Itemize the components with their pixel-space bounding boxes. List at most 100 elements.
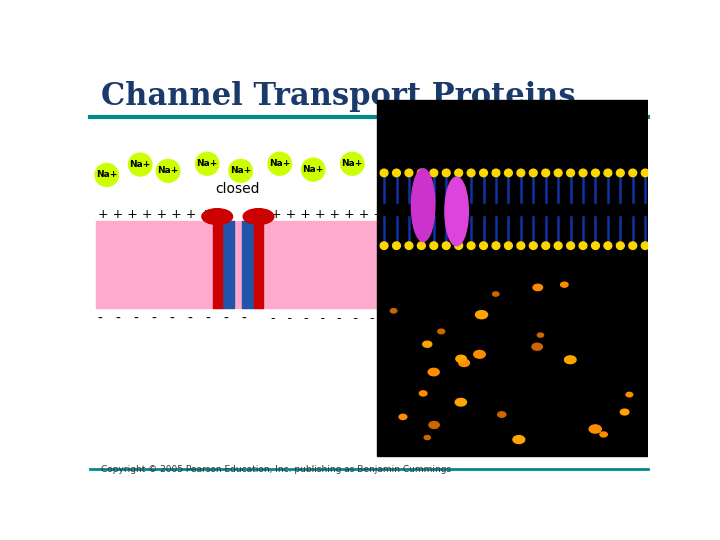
Text: + + + + + + + + +: + + + + + + + + +: [271, 208, 399, 221]
Ellipse shape: [341, 152, 364, 175]
Ellipse shape: [629, 169, 636, 177]
Ellipse shape: [418, 169, 426, 177]
Ellipse shape: [567, 169, 575, 177]
Ellipse shape: [418, 242, 426, 249]
Ellipse shape: [405, 169, 413, 177]
Ellipse shape: [554, 242, 562, 249]
Ellipse shape: [442, 242, 450, 249]
Ellipse shape: [128, 153, 152, 176]
Ellipse shape: [533, 284, 543, 291]
Ellipse shape: [455, 399, 467, 406]
Ellipse shape: [480, 242, 487, 249]
Ellipse shape: [498, 412, 506, 417]
Text: Channel Transport Proteins: Channel Transport Proteins: [101, 82, 576, 112]
Ellipse shape: [529, 169, 537, 177]
Ellipse shape: [423, 341, 432, 347]
Ellipse shape: [390, 309, 397, 313]
Ellipse shape: [467, 242, 475, 249]
Ellipse shape: [600, 432, 607, 437]
Ellipse shape: [474, 350, 485, 358]
Ellipse shape: [505, 242, 513, 249]
Ellipse shape: [411, 169, 435, 241]
Ellipse shape: [604, 169, 612, 177]
Text: Na+: Na+: [158, 166, 179, 176]
Ellipse shape: [392, 169, 400, 177]
Ellipse shape: [455, 169, 462, 177]
Ellipse shape: [459, 359, 469, 367]
Ellipse shape: [517, 242, 525, 249]
Ellipse shape: [529, 242, 537, 249]
Ellipse shape: [604, 242, 612, 249]
Bar: [254, 212, 263, 308]
Text: closed: closed: [215, 182, 260, 196]
Ellipse shape: [442, 169, 450, 177]
Ellipse shape: [456, 355, 467, 362]
Ellipse shape: [268, 152, 292, 175]
Ellipse shape: [428, 368, 439, 376]
Ellipse shape: [302, 158, 325, 181]
Ellipse shape: [592, 169, 599, 177]
Text: Na+: Na+: [197, 159, 218, 168]
Bar: [213, 212, 222, 308]
Ellipse shape: [517, 169, 525, 177]
Ellipse shape: [537, 333, 544, 337]
Ellipse shape: [621, 409, 629, 415]
Text: Na+: Na+: [96, 171, 117, 179]
Ellipse shape: [589, 425, 601, 433]
Ellipse shape: [616, 242, 624, 249]
Ellipse shape: [430, 242, 438, 249]
Ellipse shape: [592, 242, 599, 249]
Ellipse shape: [616, 169, 624, 177]
Ellipse shape: [561, 282, 568, 287]
Ellipse shape: [480, 169, 487, 177]
Ellipse shape: [467, 169, 475, 177]
Ellipse shape: [156, 159, 180, 183]
Ellipse shape: [438, 329, 445, 334]
Text: Copyright © 2005 Pearson Education, Inc. publishing as Benjamin Cummings: Copyright © 2005 Pearson Education, Inc.…: [101, 465, 451, 474]
Ellipse shape: [579, 242, 587, 249]
Bar: [377, 100, 648, 456]
Text: Na+: Na+: [269, 159, 290, 168]
Text: + + + + + + + + +: + + + + + + + + +: [99, 208, 226, 221]
Ellipse shape: [202, 208, 233, 225]
Ellipse shape: [492, 169, 500, 177]
Bar: [96, 221, 377, 308]
Ellipse shape: [405, 242, 413, 249]
Ellipse shape: [532, 343, 542, 350]
Ellipse shape: [513, 436, 525, 443]
Ellipse shape: [629, 242, 636, 249]
Text: -   -   -   -   -   -   -   -   -: - - - - - - - - -: [271, 312, 408, 325]
Ellipse shape: [445, 177, 468, 246]
Ellipse shape: [542, 169, 549, 177]
Ellipse shape: [554, 169, 562, 177]
Ellipse shape: [642, 169, 649, 177]
Ellipse shape: [642, 242, 649, 249]
Ellipse shape: [579, 169, 587, 177]
Ellipse shape: [567, 242, 575, 249]
Text: Na+: Na+: [341, 159, 363, 168]
Ellipse shape: [424, 435, 431, 440]
Ellipse shape: [429, 422, 439, 428]
Ellipse shape: [399, 414, 407, 420]
Ellipse shape: [492, 292, 499, 296]
Ellipse shape: [380, 169, 388, 177]
Ellipse shape: [380, 242, 388, 249]
Text: -   -   -   -   -   -   -   -   -: - - - - - - - - -: [99, 312, 247, 326]
Ellipse shape: [419, 391, 427, 396]
Ellipse shape: [542, 242, 549, 249]
Ellipse shape: [505, 169, 513, 177]
Bar: [222, 221, 234, 308]
Ellipse shape: [229, 159, 253, 183]
Ellipse shape: [392, 242, 400, 249]
Ellipse shape: [626, 393, 633, 397]
Ellipse shape: [243, 208, 274, 225]
Ellipse shape: [475, 310, 487, 319]
Ellipse shape: [455, 242, 462, 249]
Text: Na+: Na+: [302, 165, 324, 174]
Ellipse shape: [564, 356, 576, 363]
Text: Na+: Na+: [130, 160, 151, 169]
Text: Na+: Na+: [230, 166, 251, 176]
Ellipse shape: [195, 152, 219, 175]
Ellipse shape: [430, 169, 438, 177]
Bar: [242, 221, 254, 308]
